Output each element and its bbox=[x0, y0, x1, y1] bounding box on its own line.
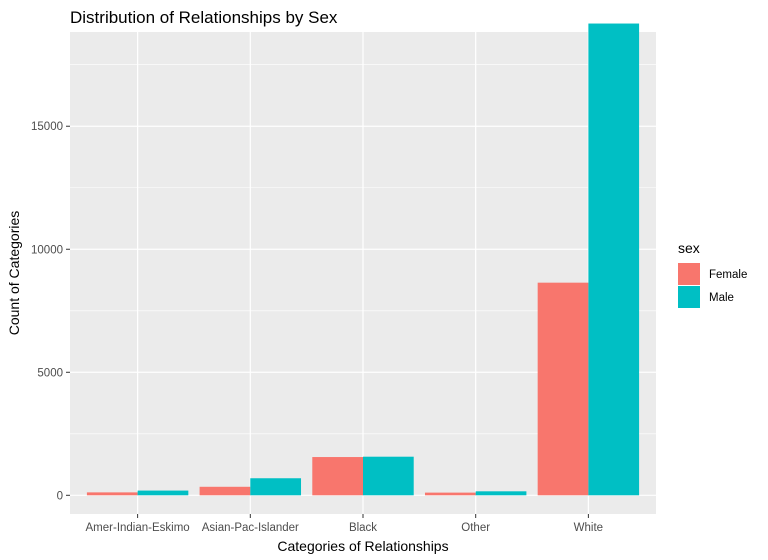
bar-white-female bbox=[537, 282, 589, 496]
y-tick-label: 0 bbox=[57, 490, 63, 502]
x-tick-label: White bbox=[574, 522, 603, 534]
legend-title: sex bbox=[678, 240, 700, 256]
y-axis: 0 5000 10000 15000 bbox=[31, 121, 70, 502]
x-tick-label: Other bbox=[461, 522, 490, 534]
legend-key-male bbox=[678, 286, 700, 308]
x-axis: Amer-Indian-Eskimo Asian-Pac-Islander Blac… bbox=[86, 514, 603, 534]
bar-other-female bbox=[424, 492, 476, 496]
bar-black-female bbox=[312, 457, 363, 496]
x-axis-title: Categories of Relationships bbox=[277, 538, 448, 554]
y-axis-title: Count of Categories bbox=[6, 211, 22, 336]
legend-key-female bbox=[678, 263, 700, 285]
bars bbox=[86, 23, 640, 496]
bar-black-male bbox=[363, 456, 414, 496]
legend-label-female: Female bbox=[709, 269, 747, 281]
legend-label-male: Male bbox=[709, 292, 734, 304]
bar-white-male bbox=[588, 23, 640, 496]
chart-title: Distribution of Relationships by Sex bbox=[70, 8, 338, 27]
y-tick-label: 10000 bbox=[31, 244, 63, 256]
bar-amer-indian-eskimo-female bbox=[86, 492, 138, 496]
y-tick-label: 15000 bbox=[31, 121, 63, 133]
bar-asian-pac-islander-male bbox=[250, 478, 302, 496]
bar-asian-pac-islander-female bbox=[199, 486, 251, 496]
y-tick-label: 5000 bbox=[37, 367, 63, 379]
bar-amer-indian-eskimo-male bbox=[137, 490, 189, 496]
bar-other-male bbox=[475, 491, 527, 496]
x-tick-label: Asian-Pac-Islander bbox=[202, 522, 299, 534]
x-tick-label: Black bbox=[349, 522, 377, 534]
x-tick-label: Amer-Indian-Eskimo bbox=[86, 522, 190, 534]
legend: sex Female Male bbox=[678, 240, 747, 308]
